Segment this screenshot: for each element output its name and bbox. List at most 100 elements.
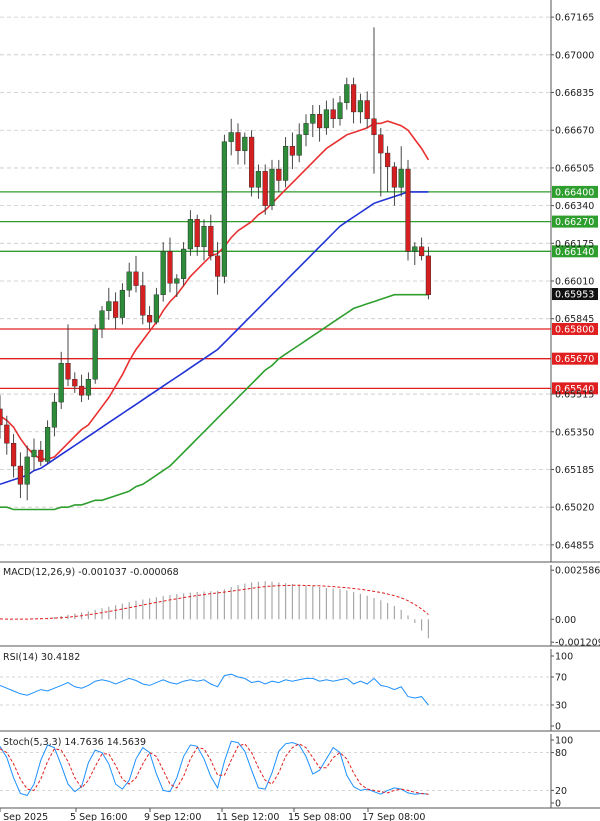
stoch-label: Stoch(5,3,3) 14.7636 14.5639	[3, 737, 146, 748]
indicator-tick-label: 0	[555, 799, 561, 810]
price-tick-label: 0.65185	[555, 465, 594, 476]
candle-body	[425, 255, 432, 295]
candle-body	[262, 171, 268, 206]
candle-body	[4, 424, 10, 444]
macd-panel: 0.002586 0.00 -0.001209	[0, 566, 600, 649]
candle-body	[78, 385, 85, 396]
level-badge	[552, 215, 598, 228]
candle-body	[276, 168, 282, 181]
candle-body	[364, 100, 370, 119]
indicator-tick-label: 70	[555, 673, 567, 684]
candle-body	[0, 408, 3, 426]
price-tick-label: 0.66175	[555, 239, 594, 250]
price-tick-label: 0.66670	[555, 126, 594, 137]
candle-body	[283, 146, 289, 181]
candle-body	[201, 225, 207, 247]
ma-line-long	[0, 293, 429, 511]
candle-body	[160, 251, 166, 295]
level-badge	[552, 382, 598, 395]
candle-body	[221, 141, 228, 277]
time-axis: 3 Sep 2025 5 Sep 16:00 9 Sep 12:00 11 Sep 1…	[0, 808, 425, 821]
price-tick-label: 0.66010	[555, 277, 594, 288]
candle-body	[24, 456, 30, 485]
candle-body	[337, 102, 343, 119]
indicator-tick-label: 80	[555, 748, 567, 759]
candle-body	[248, 136, 255, 188]
candle-body	[357, 100, 364, 113]
candle-body	[235, 132, 241, 151]
price-tick-label: 0.65515	[555, 390, 594, 401]
candle-body	[72, 379, 78, 387]
price-tick-label: 0.66505	[555, 163, 594, 174]
price-tick-label: 0.67000	[555, 50, 594, 61]
current-price-badge	[552, 288, 598, 301]
level-label: 0.65670	[555, 354, 594, 365]
candle-body	[398, 168, 404, 188]
candle-body	[296, 134, 302, 156]
stoch-main-line	[0, 740, 429, 796]
candle-body	[371, 118, 377, 135]
level-badge	[552, 185, 598, 198]
level-badge	[552, 245, 598, 258]
level-label: 0.66140	[555, 247, 594, 258]
candle-body	[146, 315, 153, 323]
macd-label: MACD(12,26,9) -0.001037 -0.000068	[3, 567, 179, 578]
time-tick-label: 17 Sep 08:00	[362, 812, 425, 821]
candle-body	[126, 271, 132, 291]
candle-body	[17, 465, 24, 485]
stoch-signal-line	[0, 743, 429, 795]
candle-body	[255, 171, 262, 188]
candle-body	[419, 246, 425, 257]
candle-body	[351, 84, 357, 113]
candle-body	[119, 289, 126, 318]
candle-body	[289, 146, 296, 156]
candlesticks	[0, 27, 432, 501]
candle-body	[194, 219, 200, 247]
candle-body	[10, 443, 17, 467]
time-tick-label: 5 Sep 16:00	[70, 812, 127, 821]
rsi-label: RSI(14) 30.4182	[3, 652, 80, 663]
price-tick-label: 0.64855	[555, 540, 594, 551]
time-tick-label: 15 Sep 08:00	[288, 812, 351, 821]
candle-body	[405, 168, 411, 252]
price-axis: 0.67165 0.67000 0.66835 0.66670 0.66505 0.663…	[551, 13, 598, 551]
candle-body	[133, 271, 139, 286]
candle-body	[228, 132, 234, 142]
macd-signal-line	[0, 584, 429, 620]
level-badge	[552, 322, 598, 335]
candle-body	[214, 255, 221, 277]
indicator-tick-label: 0.002586	[555, 566, 600, 577]
level-label: 0.66400	[555, 187, 594, 198]
time-tick-label: 3 Sep 2025	[0, 812, 48, 821]
rsi-line	[0, 673, 429, 706]
indicator-tick-label: 100	[555, 652, 573, 663]
candle-body	[153, 294, 160, 323]
candle-body	[330, 109, 336, 119]
candle-body	[174, 278, 180, 284]
candle-body	[303, 123, 309, 135]
price-grid	[0, 16, 551, 546]
rsi-panel: 100 70 30 0	[0, 652, 573, 733]
indicator-tick-label: 100	[555, 736, 573, 747]
time-tick-label: 11 Sep 12:00	[216, 812, 279, 821]
candle-body	[58, 363, 64, 403]
candle-body	[323, 109, 330, 129]
level-badge	[552, 352, 598, 365]
candle-body	[65, 363, 71, 380]
candle-body	[269, 168, 275, 206]
price-tick-label: 0.65350	[555, 427, 594, 438]
indicator-tick-label: -0.001209	[555, 638, 600, 649]
price-tick-label: 0.66835	[555, 88, 594, 99]
price-tick-label: 0.66340	[555, 201, 594, 212]
candle-body	[51, 401, 58, 428]
price-tick-label: 0.67165	[555, 13, 594, 24]
candle-body	[140, 285, 146, 316]
support-resistance-levels: 0.66400 0.66270 0.66140 0.65800 0.65670 0.655…	[0, 185, 598, 395]
candle-body	[112, 301, 119, 318]
indicator-tick-label: 0	[555, 722, 561, 733]
candle-body	[167, 251, 173, 284]
current-price-label: 0.65953	[555, 290, 594, 301]
candle-body	[385, 152, 391, 167]
level-label: 0.66270	[555, 217, 594, 228]
